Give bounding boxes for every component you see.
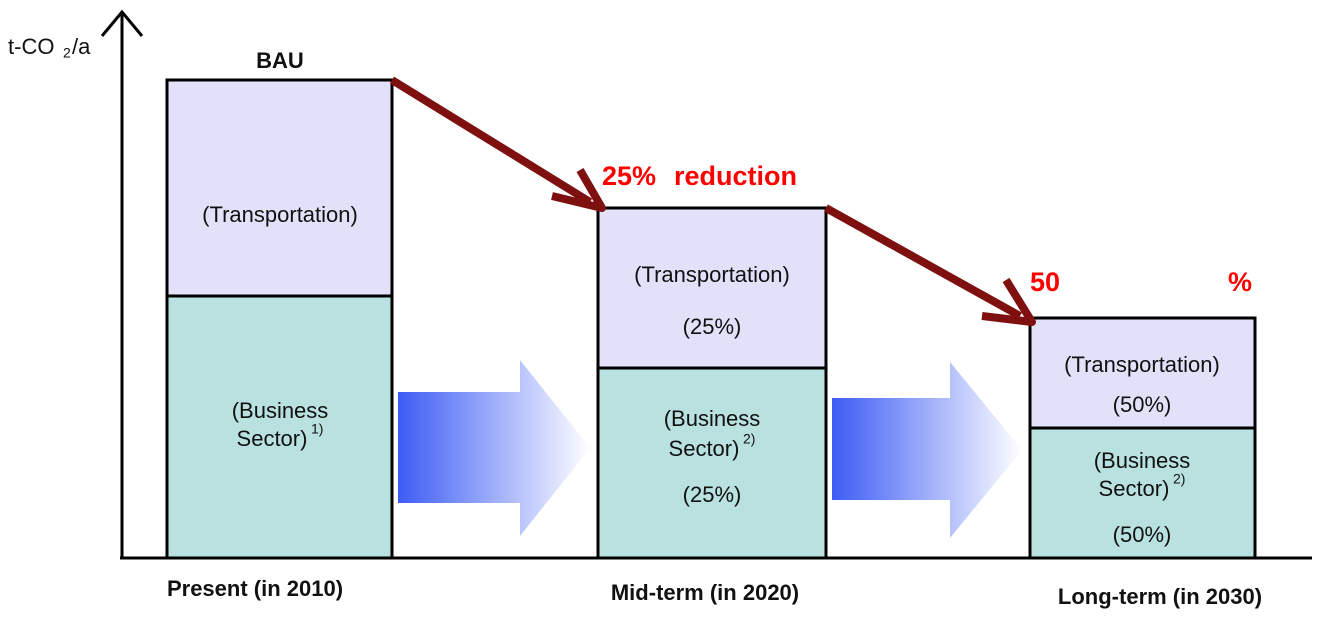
progress-arrow	[832, 362, 1022, 538]
unit: t-CO	[8, 34, 54, 59]
label: (25%)	[683, 314, 742, 339]
category: Long-term (in 2030)	[1058, 584, 1262, 609]
y-axis-arrowhead	[100, 9, 144, 37]
label: (Transportation)	[1064, 352, 1220, 377]
unit-suffix: /a	[72, 34, 91, 59]
trend-arrowhead	[981, 277, 1036, 326]
trend-arrow	[824, 204, 1022, 320]
transport-box	[596, 206, 828, 370]
trend-arrowhead	[551, 167, 606, 212]
label: (Transportation)	[634, 262, 790, 287]
category: Mid-term (in 2020)	[611, 580, 799, 605]
label: Sector)	[669, 436, 740, 461]
unit-subscript: 2	[63, 45, 71, 61]
label: (Business	[1094, 448, 1191, 473]
note: 1)	[311, 421, 323, 437]
transport-box	[1028, 316, 1257, 430]
note: 2)	[1173, 471, 1185, 487]
header: %	[1228, 267, 1252, 297]
category: Present (in 2010)	[167, 576, 343, 601]
business-box	[1028, 426, 1257, 560]
progress-arrow	[398, 360, 590, 536]
header: BAU	[256, 48, 304, 73]
label: (Transportation)	[202, 202, 358, 227]
business-box	[165, 294, 394, 560]
transport-box	[165, 78, 394, 298]
label: (50%)	[1113, 392, 1172, 417]
note: 2)	[743, 431, 755, 447]
header: reduction	[674, 161, 797, 191]
header: 50	[1030, 267, 1060, 297]
business-box	[596, 366, 828, 560]
label: (Business	[664, 406, 761, 431]
label: (50%)	[1113, 522, 1172, 547]
label: Sector)	[237, 426, 308, 451]
label: Sector)	[1099, 476, 1170, 501]
trend-arrow	[389, 76, 593, 206]
label: (25%)	[683, 482, 742, 507]
header: 25%	[602, 161, 656, 191]
label: (Business	[232, 398, 329, 423]
